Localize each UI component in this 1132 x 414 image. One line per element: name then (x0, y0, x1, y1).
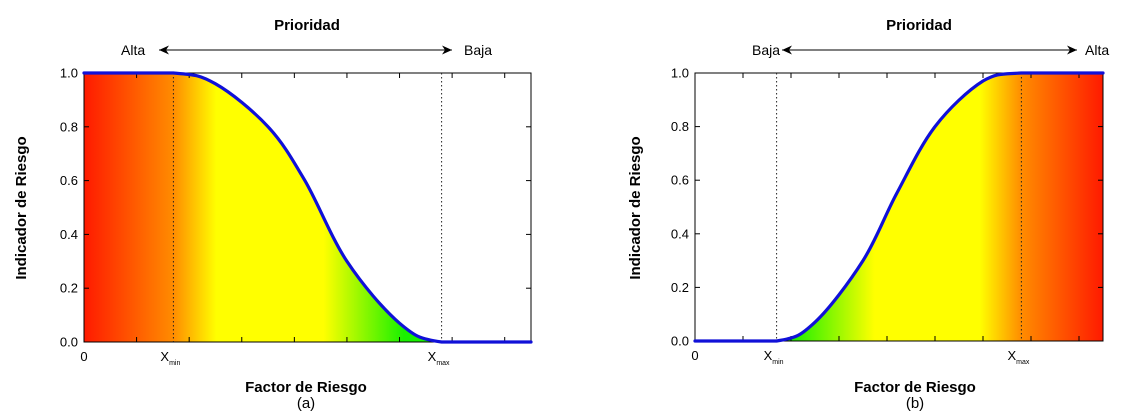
x-tick-subscript: max (436, 360, 450, 367)
y-tick-label: 0.0 (60, 335, 78, 350)
risk-curve (82, 71, 533, 344)
priority-arrow-right-head (1067, 45, 1077, 55)
x-tick-label: 0 (80, 349, 87, 364)
y-axis-label: Indicador de Riesgo (13, 136, 30, 279)
area-fill (695, 73, 1103, 341)
x-tick-label: 0 (691, 348, 698, 363)
x-axis-label: Factor de Riesgo (245, 379, 367, 396)
priority-arrow-left-head (782, 45, 792, 55)
risk-curve (693, 71, 1105, 343)
x-tick-label: Xmin (160, 349, 180, 367)
y-axis-label: Indicador de Riesgo (627, 136, 644, 279)
y-tick-label: 0.0 (671, 334, 689, 349)
priority-left-label: Baja (752, 42, 780, 58)
area-fill (84, 73, 531, 342)
y-tick-label: 1.0 (60, 66, 78, 81)
x-tick-label: Xmax (428, 349, 450, 367)
panel-caption: (b) (906, 395, 924, 412)
priority-right-label: Alta (1085, 42, 1109, 58)
y-tick-label: 0.6 (671, 173, 689, 188)
plot-frame (83, 72, 532, 343)
y-tick-label: 0.8 (671, 119, 689, 134)
y-tick-label: 0.2 (60, 281, 78, 296)
priority-right-label: Baja (464, 42, 492, 58)
priority-arrow-right-head (442, 45, 452, 55)
plot-frame (694, 72, 1104, 342)
y-tick-label: 0.8 (60, 119, 78, 134)
x-tick-subscript: max (1016, 359, 1030, 366)
chart-panel-b: Prioridad Baja Alta 0.0 0.2 0.4 0.6 0.8 1.0 0 X… (627, 17, 1109, 412)
chart-panel-a: Prioridad Alta Baja 0.0 0.2 0.4 0.6 0.8 1.0 0 X… (13, 17, 533, 412)
priority-arrow-left-head (159, 45, 169, 55)
y-tick-label: 0.2 (671, 280, 689, 295)
x-axis-label: Factor de Riesgo (854, 379, 976, 396)
y-tick-label: 1.0 (671, 66, 689, 81)
priority-title: Prioridad (274, 17, 340, 34)
x-tick-subscript: min (772, 359, 783, 366)
priority-left-label: Alta (121, 42, 145, 58)
plot-area-b: 0.0 0.2 0.4 0.6 0.8 1.0 0 Xmin Xmax (671, 66, 1105, 366)
y-tick-label: 0.4 (671, 226, 689, 241)
plot-area-a: 0.0 0.2 0.4 0.6 0.8 1.0 0 Xmin Xmax (60, 66, 533, 367)
y-tick-label: 0.6 (60, 173, 78, 188)
y-tick-label: 0.4 (60, 227, 78, 242)
priority-title: Prioridad (886, 17, 952, 34)
x-tick-label: Xmin (764, 348, 784, 366)
x-tick-label: Xmax (1007, 348, 1029, 366)
panel-caption: (a) (297, 395, 315, 412)
x-tick-subscript: min (169, 360, 180, 367)
